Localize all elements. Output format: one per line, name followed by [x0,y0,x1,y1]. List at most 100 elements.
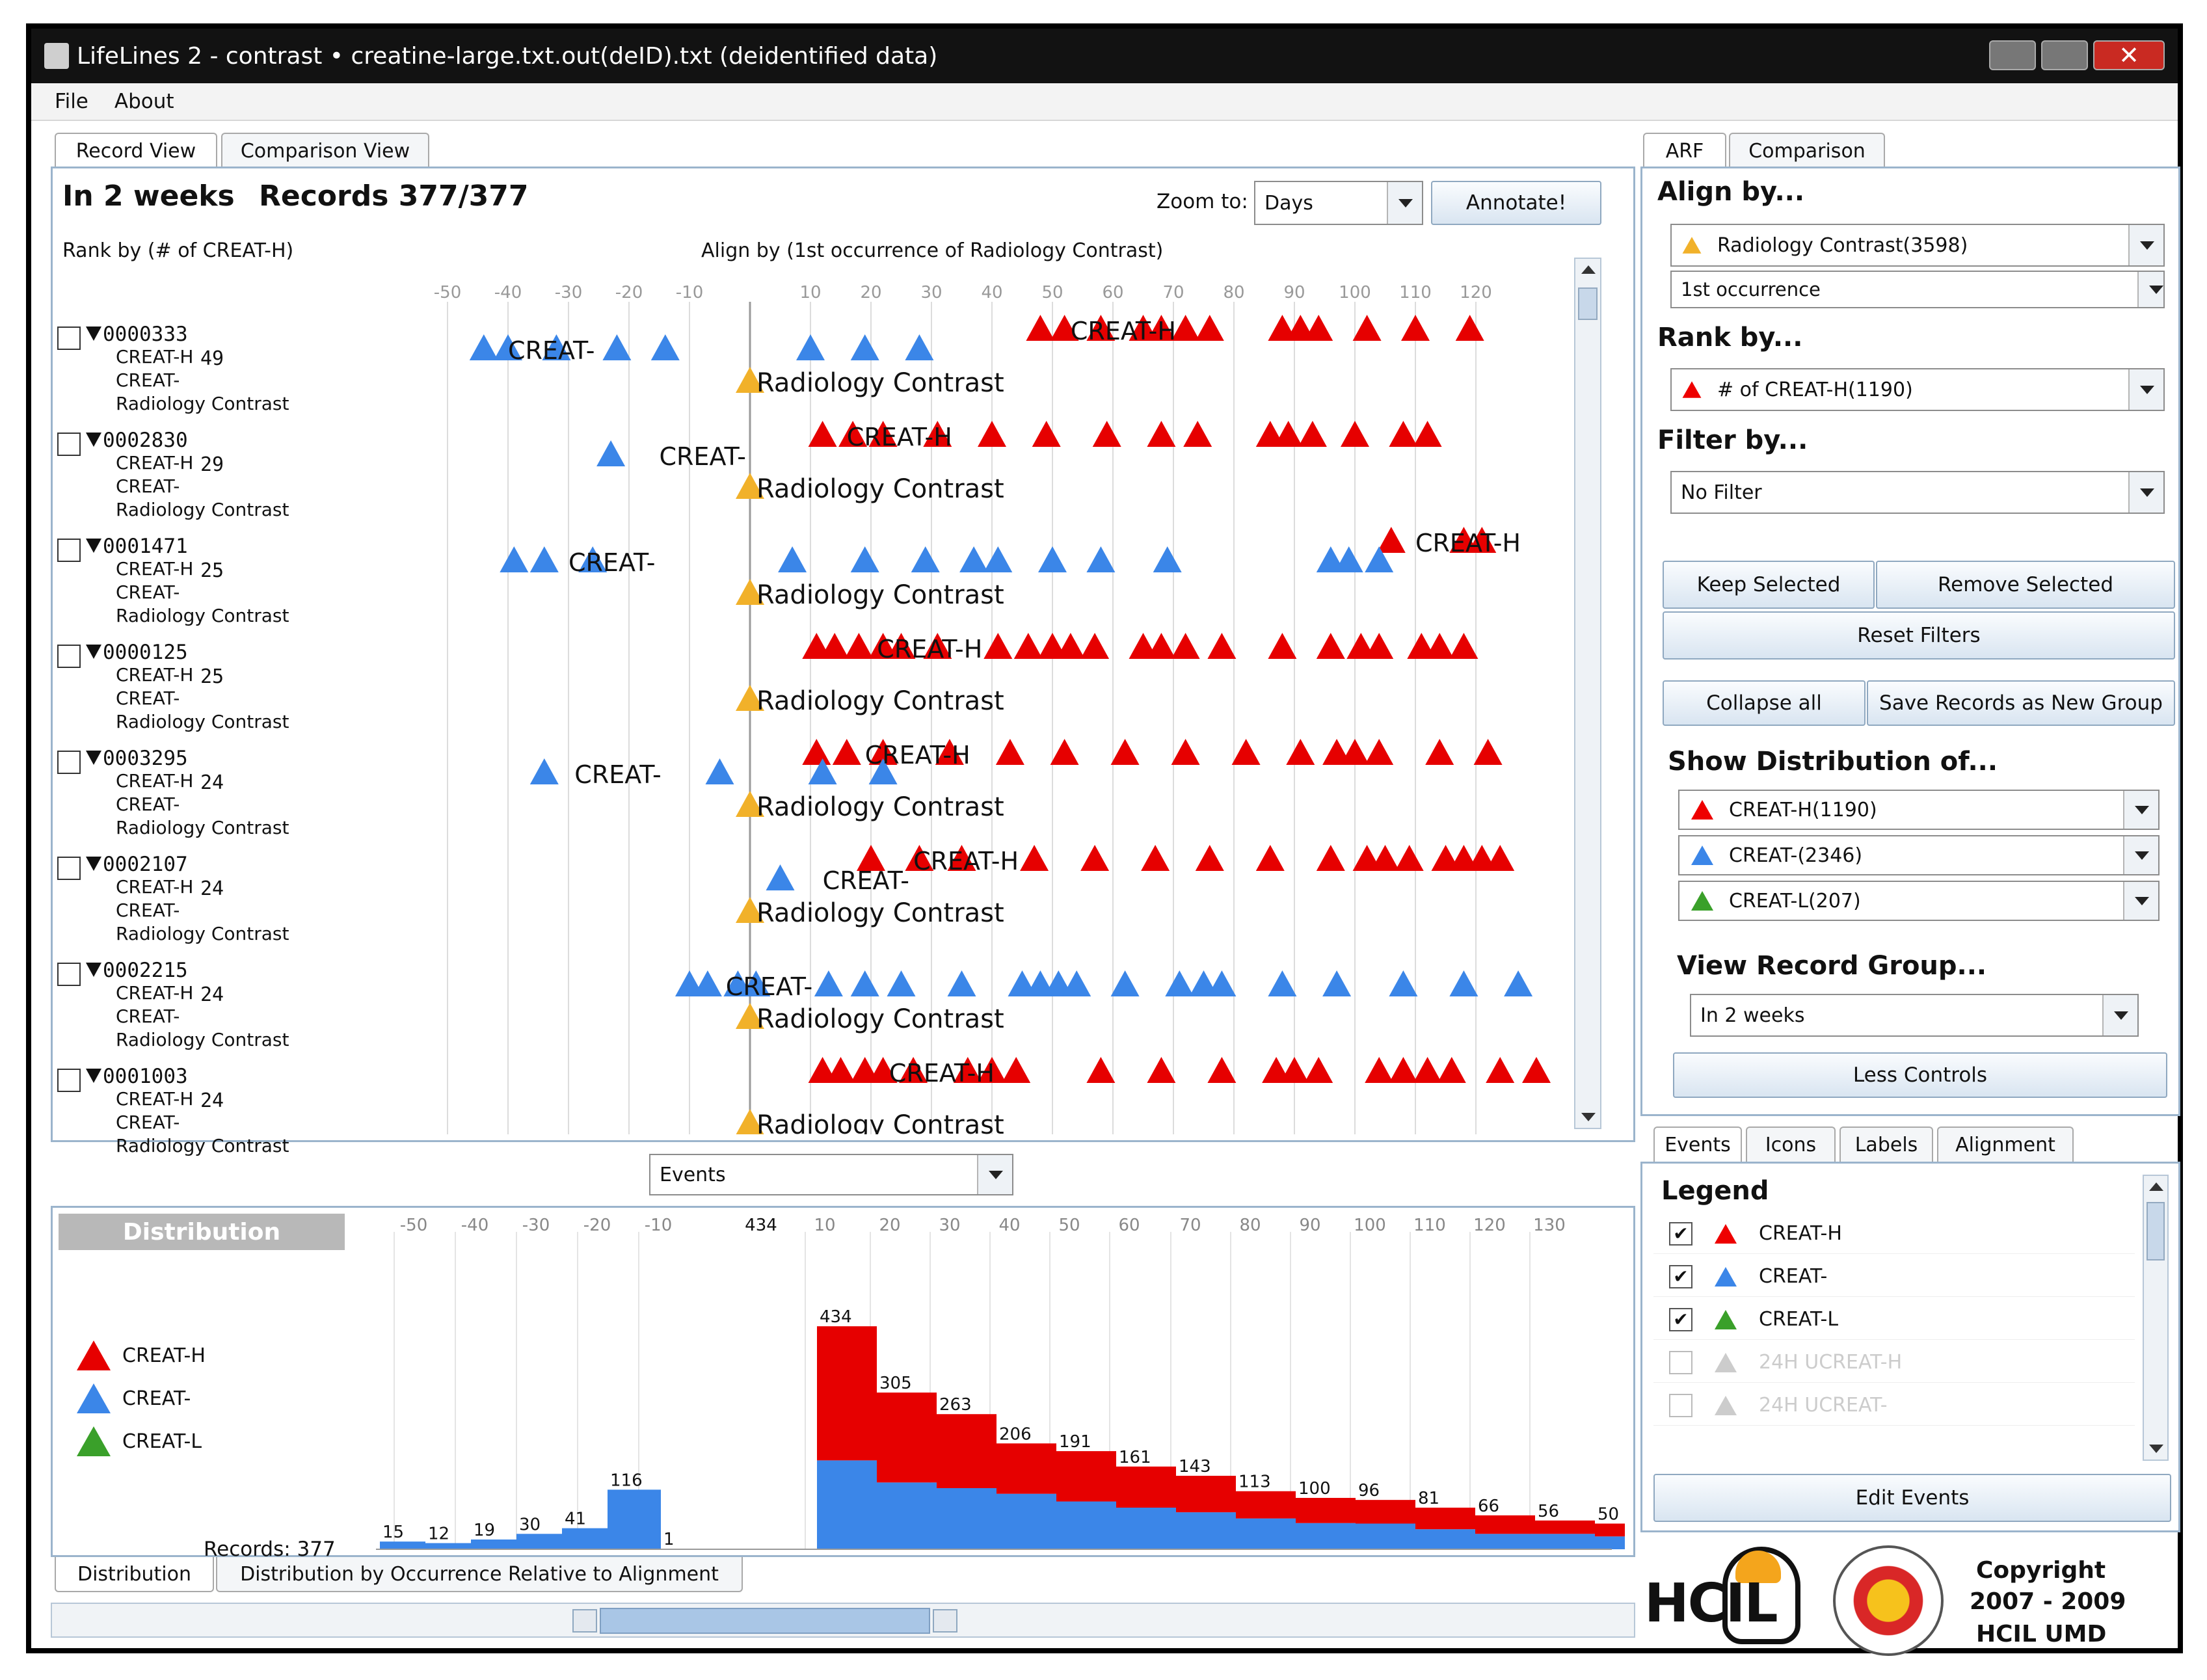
creat-event-marker[interactable] [500,546,529,572]
creat-h-event-marker[interactable] [1207,633,1237,659]
horizontal-scroll-thumb[interactable] [600,1608,930,1634]
creat-h-event-marker[interactable] [1449,633,1478,659]
spinner-icon[interactable] [2137,272,2163,307]
creat-h-event-marker[interactable] [1425,739,1454,765]
creat-h-event-marker[interactable] [857,845,885,871]
creat-h-event-marker[interactable] [1298,421,1327,447]
creat-h-event-marker[interactable] [1086,1057,1116,1083]
creat-h-event-marker[interactable] [1365,1057,1394,1083]
creat-event-marker[interactable] [778,546,807,572]
align-by-select[interactable]: Radiology Contrast(3598) [1670,224,2165,267]
creat-h-event-marker[interactable] [887,633,916,659]
filter-by-select[interactable]: No Filter [1670,471,2165,514]
close-button[interactable]: ✕ [2093,40,2165,70]
creat-h-event-marker[interactable] [1255,845,1285,871]
creat-h-event-marker[interactable] [1056,633,1085,659]
creat-h-event-marker[interactable] [1413,1057,1442,1083]
expand-triangle-icon[interactable] [86,539,101,553]
creat-h-event-marker[interactable] [1080,633,1110,659]
tab-comparison-view[interactable]: Comparison View [221,133,429,168]
creat-h-event-marker[interactable] [1086,315,1116,341]
creat-h-event-marker[interactable] [826,1057,855,1083]
creat-h-event-marker[interactable] [1171,315,1200,341]
creat-h-event-marker[interactable] [1341,421,1369,447]
legend-item[interactable]: 24H UCREAT-H [1653,1342,2135,1383]
legend-item[interactable]: 24H UCREAT- [1653,1385,2135,1426]
creat-h-event-marker[interactable] [1371,845,1400,871]
expand-triangle-icon[interactable] [86,327,101,341]
creat-event-marker[interactable] [542,334,571,360]
creat-h-event-marker[interactable] [1407,633,1436,659]
creat-h-event-marker[interactable] [1389,1057,1418,1083]
edit-events-button[interactable]: Edit Events [1653,1474,2171,1522]
save-records-group-button[interactable]: Save Records as New Group [1867,680,2175,726]
creat-event-marker[interactable] [983,546,1013,572]
creat-h-event-marker[interactable] [1467,845,1497,871]
legend-checkbox[interactable]: ✔ [1669,1264,1692,1288]
creat-event-marker[interactable] [1189,970,1218,996]
creat-h-event-marker[interactable] [1147,633,1176,659]
creat-h-event-marker[interactable] [1486,845,1515,871]
creat-h-event-marker[interactable] [1141,845,1170,871]
scroll-thumb[interactable] [2147,1202,2165,1260]
creat-event-marker[interactable] [1044,970,1073,996]
expand-triangle-icon[interactable] [86,433,101,447]
expand-triangle-icon[interactable] [86,1069,101,1083]
creat-h-event-marker[interactable] [1316,633,1345,659]
creat-h-event-marker[interactable] [868,421,898,447]
chevron-down-icon[interactable] [2128,225,2163,265]
expand-triangle-icon[interactable] [86,963,101,977]
legend-item[interactable]: ✔ CREAT-H [1653,1214,2135,1254]
legend-scrollbar[interactable] [2143,1175,2169,1461]
creat-h-event-marker[interactable] [1304,315,1333,341]
creat-h-event-marker[interactable] [1147,1057,1176,1083]
creat-h-event-marker[interactable] [1346,633,1376,659]
less-controls-button[interactable]: Less Controls [1673,1052,2167,1098]
chevron-down-icon[interactable] [1387,182,1422,224]
creat-event-marker[interactable] [850,970,879,996]
creat-h-event-marker[interactable] [868,1057,898,1083]
creat-h-event-marker[interactable] [1274,421,1303,447]
creat-h-event-marker[interactable] [1129,315,1158,341]
record-checkbox[interactable] [57,963,81,986]
creat-h-event-marker[interactable] [1341,739,1369,765]
timeline-scrollbar[interactable] [1574,258,1601,1129]
creat-h-event-marker[interactable] [1147,315,1176,341]
reset-filters-button[interactable]: Reset Filters [1663,611,2175,660]
creat-h-event-marker[interactable] [978,1057,1006,1083]
creat-h-event-marker[interactable] [838,421,868,447]
chevron-down-icon[interactable] [2123,836,2158,874]
legend-checkbox[interactable]: ✔ [1669,1221,1692,1246]
creat-h-event-marker[interactable] [1395,845,1424,871]
creat-event-marker[interactable] [1165,970,1194,996]
scroll-thumb[interactable] [1578,287,1598,320]
record-checkbox[interactable] [57,645,81,668]
creat-event-marker[interactable] [1389,970,1418,996]
creat-h-event-marker[interactable] [1183,421,1212,447]
scroll-down-icon[interactable] [1581,1113,1596,1121]
chevron-down-icon[interactable] [2128,369,2163,410]
events-select[interactable]: Events [649,1154,1013,1195]
creat-event-marker[interactable] [1062,970,1091,996]
radiology-contrast-event-marker[interactable] [736,367,764,393]
creat-h-event-marker[interactable] [995,739,1024,765]
creat-h-event-marker[interactable] [868,633,898,659]
creat-h-event-marker[interactable] [1147,421,1176,447]
radiology-contrast-event-marker[interactable] [736,897,764,923]
creat-event-marker[interactable] [1365,546,1394,572]
creat-event-marker[interactable] [796,334,825,360]
creat-event-marker[interactable] [887,970,916,996]
creat-event-marker[interactable] [808,758,837,784]
creat-event-marker[interactable] [596,440,626,466]
menu-about[interactable]: About [114,90,174,113]
timeline-view[interactable]: -50 -40 -30 -20 -10 10 20 30 40 50 60 70 80 90 100 110 1… [395,276,1573,1134]
creat-event-marker[interactable] [693,970,722,996]
creat-h-event-marker[interactable] [1171,633,1200,659]
creat-event-marker[interactable] [850,546,879,572]
creat-h-event-marker[interactable] [1425,633,1454,659]
record-checkbox[interactable] [57,327,81,350]
creat-event-marker[interactable] [905,334,934,360]
chevron-down-icon[interactable] [2123,882,2158,920]
tab-arf[interactable]: ARF [1643,133,1726,168]
creat-h-event-marker[interactable] [1092,421,1121,447]
